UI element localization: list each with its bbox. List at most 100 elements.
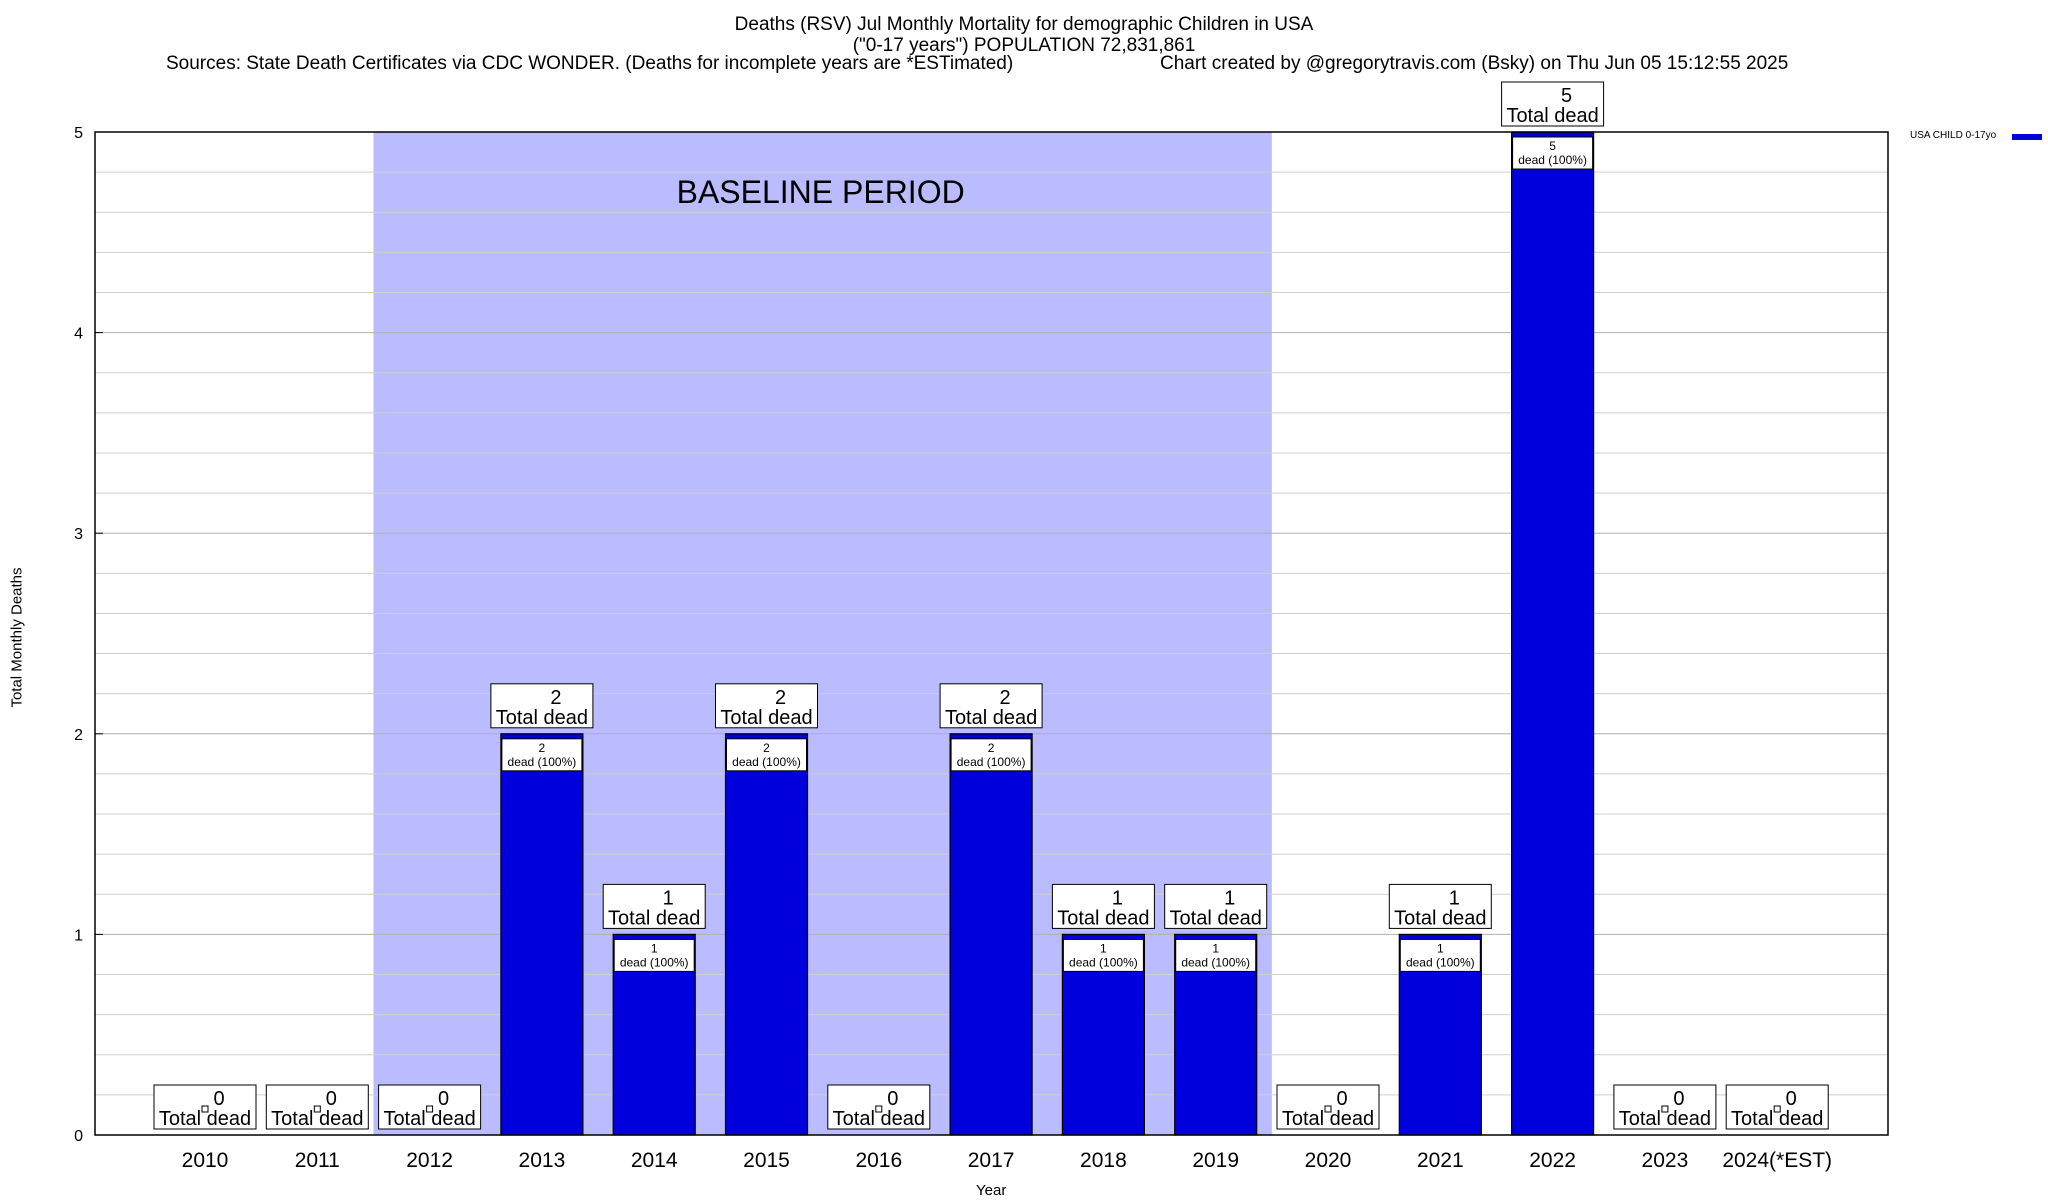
bar-inner-label-box	[950, 738, 1032, 772]
plot-frame	[94, 131, 1889, 1136]
chart-credit: Chart created by @gregorytravis.com (Bsk…	[1160, 53, 1789, 74]
total-label: Total dead	[1619, 1108, 1711, 1130]
bar	[724, 733, 809, 1136]
total-label: Total dead	[1731, 1108, 1823, 1130]
total-value: 2	[1000, 687, 1011, 709]
total-value: 1	[1112, 887, 1123, 909]
x-tick-label: 2017	[968, 1149, 1015, 1172]
total-value: 1	[1224, 887, 1235, 909]
zero-marker	[1773, 1105, 1781, 1113]
zero-marker	[201, 1105, 209, 1113]
total-label-box	[602, 883, 706, 929]
total-label: Total dead	[496, 707, 588, 729]
x-tick-label: 2023	[1642, 1149, 1689, 1172]
bar	[949, 733, 1033, 1136]
x-tick-label: 2011	[295, 1149, 340, 1172]
total-value: 0	[887, 1088, 898, 1110]
zero-marker	[1661, 1105, 1669, 1113]
total-label: Total dead	[1394, 907, 1486, 929]
y-tick-label: 5	[74, 125, 83, 142]
x-tick-label: 2010	[182, 1149, 229, 1172]
y-tick-label: 3	[74, 526, 83, 543]
total-label-box	[490, 683, 594, 729]
total-label-box	[1501, 81, 1605, 127]
x-tick-label: 2012	[406, 1149, 453, 1172]
total-label-box	[939, 683, 1043, 729]
total-value: 0	[438, 1088, 449, 1110]
bar-inner-label-box	[501, 738, 583, 772]
bar-inner-value: 2	[988, 741, 995, 755]
total-label: Total dead	[159, 1108, 251, 1130]
total-value: 0	[1673, 1088, 1684, 1110]
bar-inner-label-box	[1175, 938, 1257, 972]
total-value: 2	[775, 687, 786, 709]
zero-marker	[426, 1105, 434, 1113]
total-label: Total dead	[945, 707, 1037, 729]
bar	[1510, 131, 1595, 1136]
x-tick-label: 2013	[519, 1149, 566, 1172]
zero-marker	[875, 1105, 883, 1113]
bar-inner-label: dead (100%)	[957, 755, 1026, 769]
bar-inner-value: 5	[1549, 139, 1556, 153]
total-label: Total dead	[608, 907, 700, 929]
bar-inner-label: dead (100%)	[620, 955, 689, 969]
y-tick-label: 2	[74, 727, 83, 744]
bar-inner-value: 2	[539, 741, 546, 755]
bar-inner-value: 1	[651, 941, 658, 955]
total-value: 2	[550, 687, 561, 709]
total-label: Total dead	[833, 1108, 925, 1130]
x-tick-label: 2019	[1192, 1149, 1239, 1172]
total-value: 0	[213, 1088, 224, 1110]
total-label-box	[1164, 883, 1268, 929]
x-tick-label: 2022	[1529, 1149, 1576, 1172]
bar-inner-label: dead (100%)	[1181, 955, 1250, 969]
y-tick-label: 0	[74, 1128, 83, 1145]
total-label: Total dead	[1057, 907, 1149, 929]
total-label: Total dead	[720, 707, 812, 729]
baseline-period-label: BASELINE PERIOD	[677, 174, 965, 210]
total-label: Total dead	[271, 1108, 363, 1130]
x-axis-label: Year	[976, 1182, 1007, 1199]
y-axis-label: Total Monthly Deaths	[8, 567, 26, 708]
bar-inner-label-box	[1062, 938, 1144, 972]
x-tick-label: 2015	[743, 1149, 790, 1172]
total-value: 5	[1561, 85, 1572, 107]
bar-inner-label: dead (100%)	[732, 755, 801, 769]
x-tick-label: 2016	[855, 1149, 902, 1172]
bar-inner-label-box	[613, 938, 695, 972]
total-value: 0	[1786, 1088, 1797, 1110]
total-value: 0	[1336, 1088, 1347, 1110]
bar-inner-label: dead (100%)	[1069, 955, 1138, 969]
legend-swatch	[2012, 134, 2042, 140]
bar-inner-value: 1	[1437, 941, 1444, 955]
bar-inner-value: 1	[1100, 941, 1107, 955]
x-tick-label: 2018	[1080, 1149, 1127, 1172]
bar-inner-label-box	[726, 738, 807, 772]
total-label: Total dead	[1282, 1108, 1374, 1130]
bar-inner-label: dead (100%)	[1406, 955, 1475, 969]
bar	[500, 733, 584, 1136]
bar-inner-value: 1	[1212, 941, 1219, 955]
total-value: 1	[663, 887, 674, 909]
bar-inner-label: dead (100%)	[508, 755, 577, 769]
chart-title: Deaths (RSV) Jul Monthly Mortality for d…	[734, 14, 1314, 35]
bar-inner-label-box	[1399, 938, 1481, 972]
bar-inner-value: 2	[763, 741, 770, 755]
legend-label: USA CHILD 0-17yo	[1910, 130, 1997, 141]
total-value: 0	[326, 1088, 337, 1110]
y-tick-label: 1	[74, 927, 83, 944]
total-label: Total dead	[1170, 907, 1262, 929]
x-tick-label: 2021	[1417, 1149, 1464, 1172]
total-label-box	[1276, 1084, 1380, 1130]
total-label: Total dead	[383, 1108, 475, 1130]
x-tick-label: 2020	[1305, 1149, 1352, 1172]
x-tick-label: 2024(*EST)	[1722, 1149, 1832, 1172]
x-tick-label: 2014	[631, 1149, 678, 1172]
chart-subtitle: ("0-17 years") POPULATION 72,831,861	[852, 35, 1196, 56]
zero-marker	[313, 1105, 321, 1113]
total-label-box	[715, 683, 818, 729]
total-label-box	[1388, 883, 1492, 929]
total-label-box	[1051, 883, 1155, 929]
total-label: Total dead	[1506, 105, 1598, 127]
